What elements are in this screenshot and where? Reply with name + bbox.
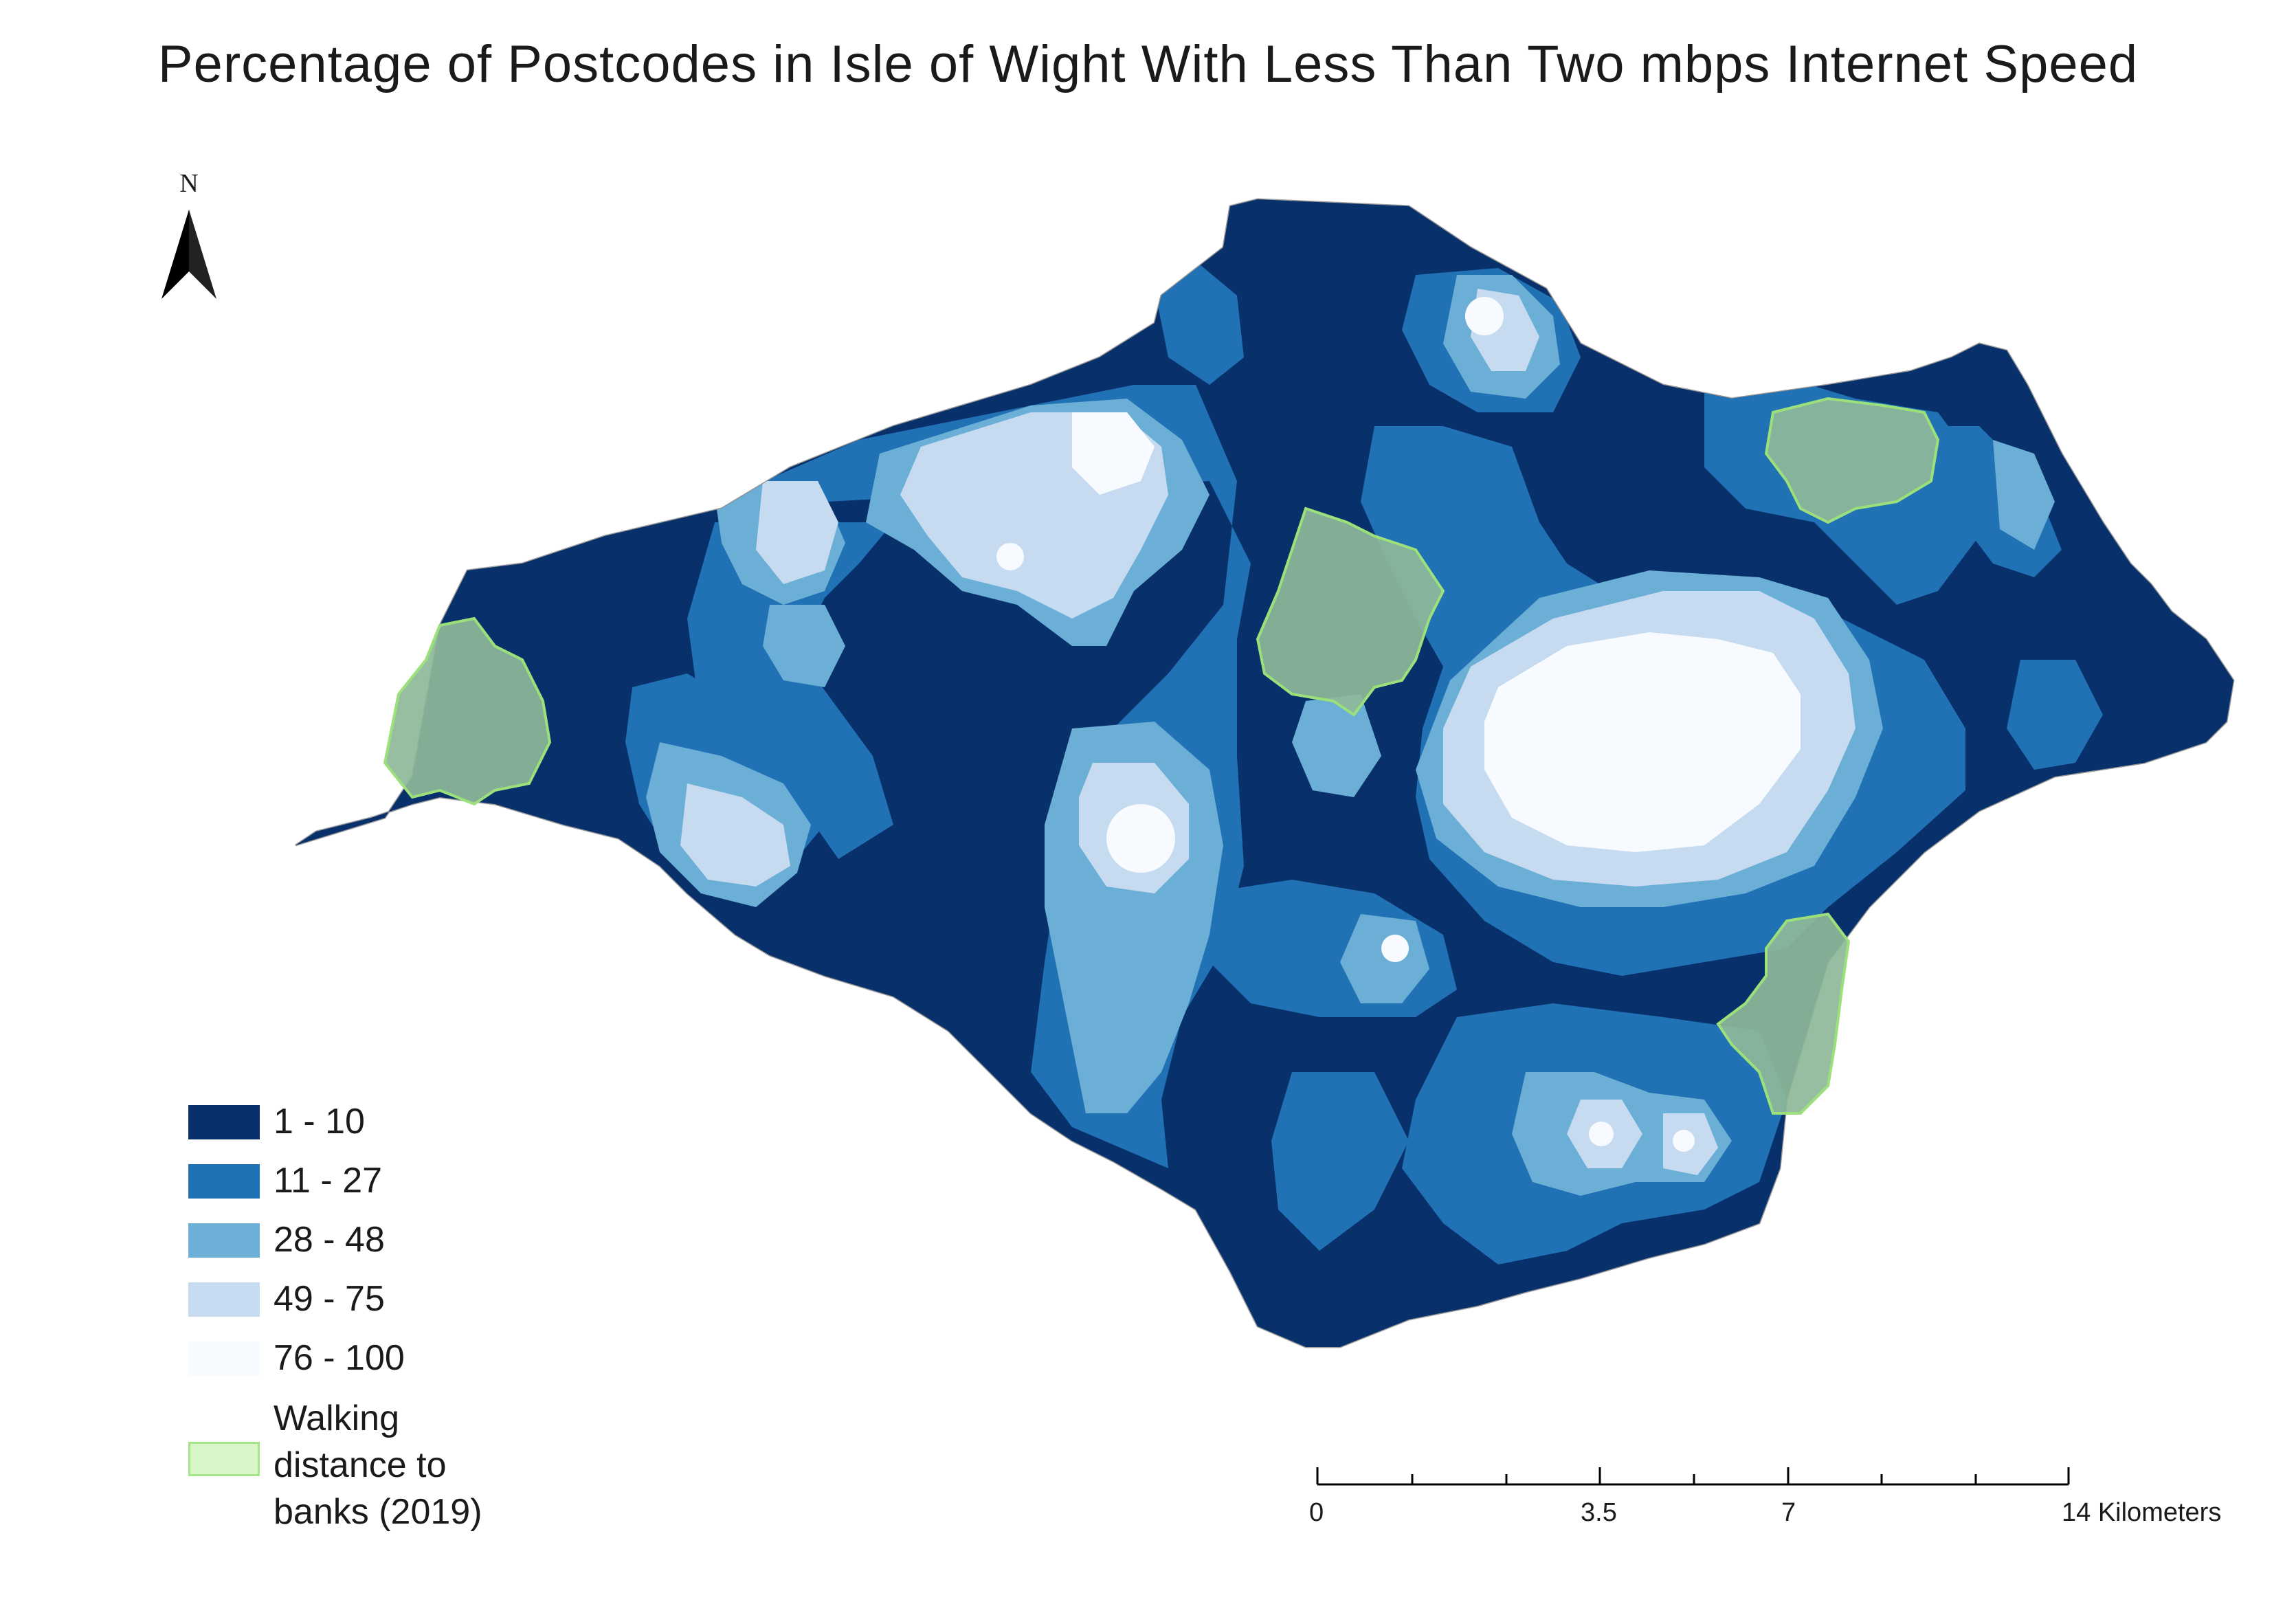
north-arrow: N [155, 168, 223, 306]
scale-label-14-km: 14 Kilometers [2062, 1498, 2222, 1527]
bank-area-west [383, 616, 552, 806]
bank-area-northeast [1764, 397, 1940, 524]
speed-surface [296, 199, 2233, 1347]
bank-walking-areas [383, 397, 1940, 1115]
legend-swatch [188, 1341, 260, 1376]
scale-bar: 0 3.5 7 14 Kilometers [1306, 1457, 2268, 1539]
map-title: Percentage of Postcodes in Isle of Wight… [157, 35, 2139, 93]
legend-label: 11 - 27 [274, 1161, 383, 1201]
legend-swatch-walking [188, 1442, 260, 1476]
class-76-100-areas [996, 297, 1801, 1152]
legend-label-walking: Walking distance to banks (2019) [274, 1399, 482, 1532]
class-1-10-area [296, 199, 2233, 1347]
bank-area-southeast [1716, 912, 1851, 1115]
legend-swatch [188, 1164, 260, 1199]
legend-label: 49 - 75 [274, 1279, 385, 1319]
scale-label-7: 7 [1781, 1498, 1796, 1527]
north-letter: N [179, 169, 199, 198]
scale-label-3-5: 3.5 [1581, 1498, 1617, 1527]
legend-label: 1 - 10 [274, 1102, 365, 1141]
scale-bar-line [1316, 1467, 2070, 1486]
north-arrow-icon [161, 210, 216, 299]
legend-swatch [188, 1105, 260, 1139]
scale-label-0: 0 [1309, 1498, 1324, 1527]
legend-label: 28 - 48 [274, 1220, 385, 1260]
legend-label: 76 - 100 [274, 1338, 405, 1378]
legend-swatch [188, 1282, 260, 1317]
legend-swatch [188, 1223, 260, 1258]
bank-area-central [1256, 506, 1445, 717]
